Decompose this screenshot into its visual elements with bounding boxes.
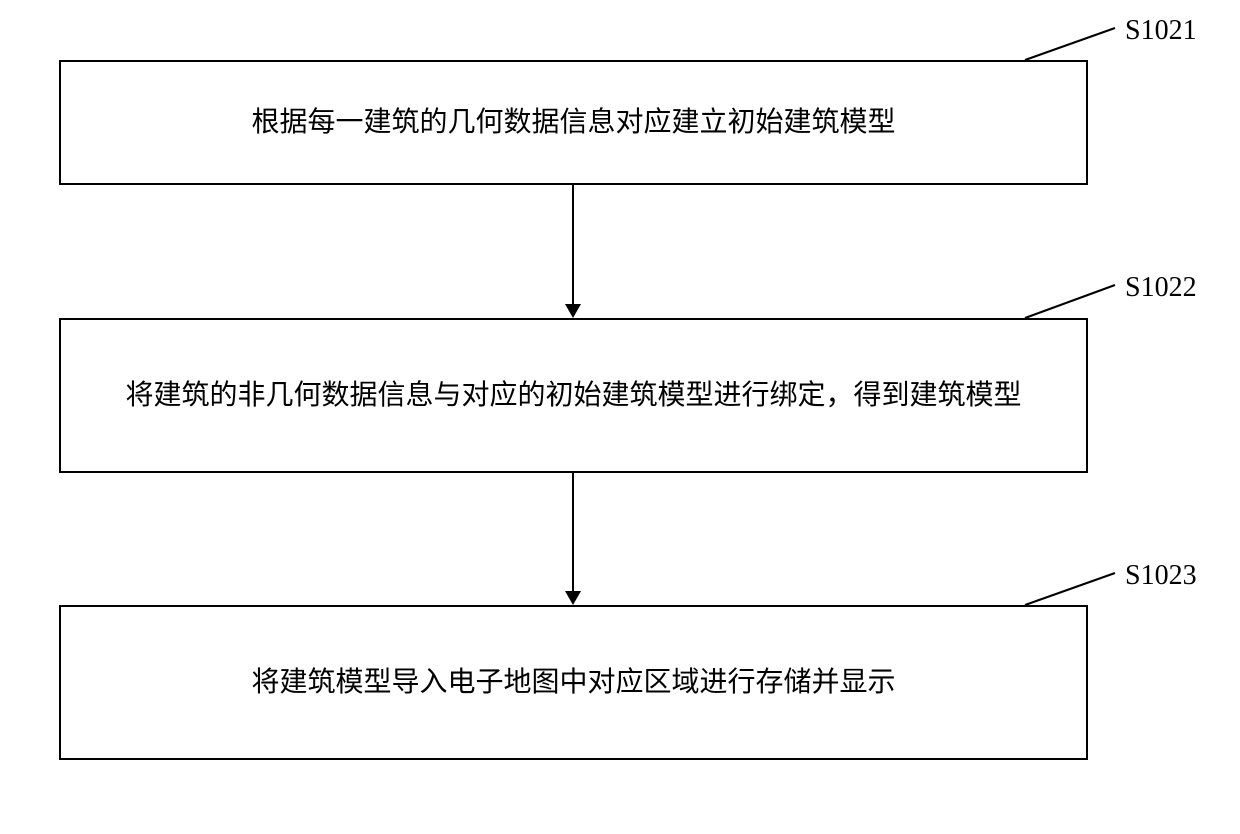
- flow-text-step3: 将建筑模型导入电子地图中对应区域进行存储并显示: [251, 662, 895, 704]
- arrow-head-1-2: [565, 304, 581, 318]
- flowchart-container: 根据每一建筑的几何数据信息对应建立初始建筑模型 S1021 将建筑的非几何数据信…: [0, 0, 1240, 834]
- flow-box-step2: 将建筑的非几何数据信息与对应的初始建筑模型进行绑定，得到建筑模型: [59, 318, 1088, 473]
- flow-text-step1: 根据每一建筑的几何数据信息对应建立初始建筑模型: [251, 102, 895, 144]
- arrow-line-2-3: [572, 473, 574, 591]
- flow-text-step2: 将建筑的非几何数据信息与对应的初始建筑模型进行绑定，得到建筑模型: [125, 375, 1021, 417]
- step-label-s1022: S1022: [1125, 272, 1197, 304]
- flow-box-step1: 根据每一建筑的几何数据信息对应建立初始建筑模型: [59, 60, 1088, 185]
- arrow-line-1-2: [572, 185, 574, 304]
- arrow-head-2-3: [565, 591, 581, 605]
- flow-box-step3: 将建筑模型导入电子地图中对应区域进行存储并显示: [59, 605, 1088, 760]
- step-label-s1021: S1021: [1125, 15, 1197, 47]
- step-label-s1023: S1023: [1125, 560, 1197, 592]
